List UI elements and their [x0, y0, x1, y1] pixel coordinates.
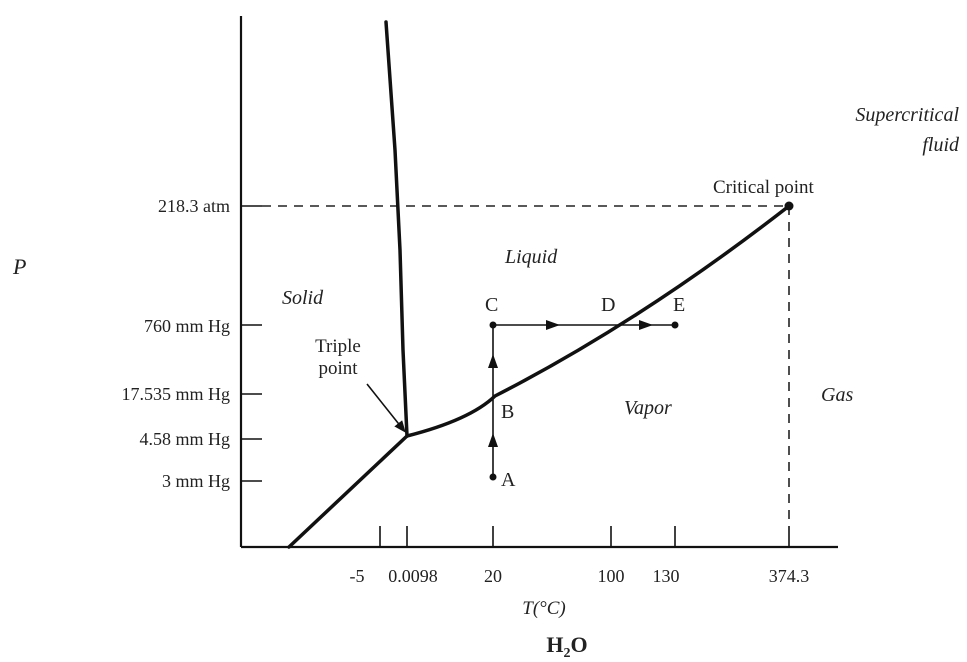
x-tick-label-minus5: -5: [350, 566, 365, 586]
critical-point-label: Critical point: [713, 177, 815, 198]
y-ticks: [241, 205, 262, 482]
gas-region-label: Gas: [821, 384, 853, 406]
y-tick-label-4-58-mmhg: 4.58 mm Hg: [139, 429, 230, 449]
y-tick-label-218-atm: 218.3 atm: [158, 196, 230, 216]
vapor-region-label: Vapor: [624, 397, 672, 419]
solid-vapor-boundary: [287, 434, 409, 549]
up-arrow-upper: [488, 354, 498, 368]
triple-point-label-line1: Triple: [315, 336, 361, 357]
point-a-marker: [489, 473, 497, 481]
right-arrow-right: [639, 320, 653, 330]
triple-point-label-line2: point: [318, 358, 358, 379]
point-e-label: E: [673, 294, 685, 316]
x-tick-label-130: 130: [653, 566, 680, 586]
substance-subscript: 2: [564, 646, 571, 661]
y-axis-label: P: [12, 254, 26, 279]
point-c-marker: [489, 321, 497, 329]
up-arrow-lower: [488, 433, 498, 447]
liquid-vapor-boundary: [405, 204, 791, 438]
x-axis-label-text: T(°C): [522, 598, 566, 619]
triple-point-pointer-arrow: [366, 383, 406, 433]
supercritical-label-line1: Supercritical: [855, 104, 959, 126]
solid-region-label: Solid: [282, 287, 324, 309]
x-tick-label-374-3: 374.3: [769, 566, 810, 586]
solid-liquid-boundary: [384, 20, 409, 438]
x-axis-label: T(°C): [522, 598, 566, 619]
right-arrow-left: [546, 320, 560, 330]
substance-label: H2O: [546, 632, 587, 661]
point-e-marker: [671, 321, 679, 329]
x-ticks: [379, 526, 790, 547]
point-c-label: C: [485, 294, 498, 316]
critical-point-marker: [784, 201, 794, 211]
y-tick-label-17-mmhg: 17.535 mm Hg: [121, 384, 230, 404]
point-a-label: A: [501, 469, 516, 491]
x-tick-label-100: 100: [598, 566, 625, 586]
substance-symbol: H: [546, 632, 563, 657]
y-tick-label-760-mmhg: 760 mm Hg: [144, 316, 230, 336]
liquid-region-label: Liquid: [504, 246, 558, 268]
supercritical-label-line2: fluid: [922, 134, 960, 156]
substance-tail: O: [571, 632, 588, 657]
y-tick-label-3-mmhg: 3 mm Hg: [162, 471, 230, 491]
point-d-label: D: [601, 294, 615, 316]
point-b-label: B: [501, 401, 514, 423]
x-tick-label-0-0098: 0.0098: [388, 566, 438, 586]
x-tick-label-20: 20: [484, 566, 502, 586]
